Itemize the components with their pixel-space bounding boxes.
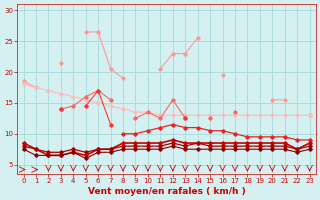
X-axis label: Vent moyen/en rafales ( km/h ): Vent moyen/en rafales ( km/h ) bbox=[88, 187, 245, 196]
